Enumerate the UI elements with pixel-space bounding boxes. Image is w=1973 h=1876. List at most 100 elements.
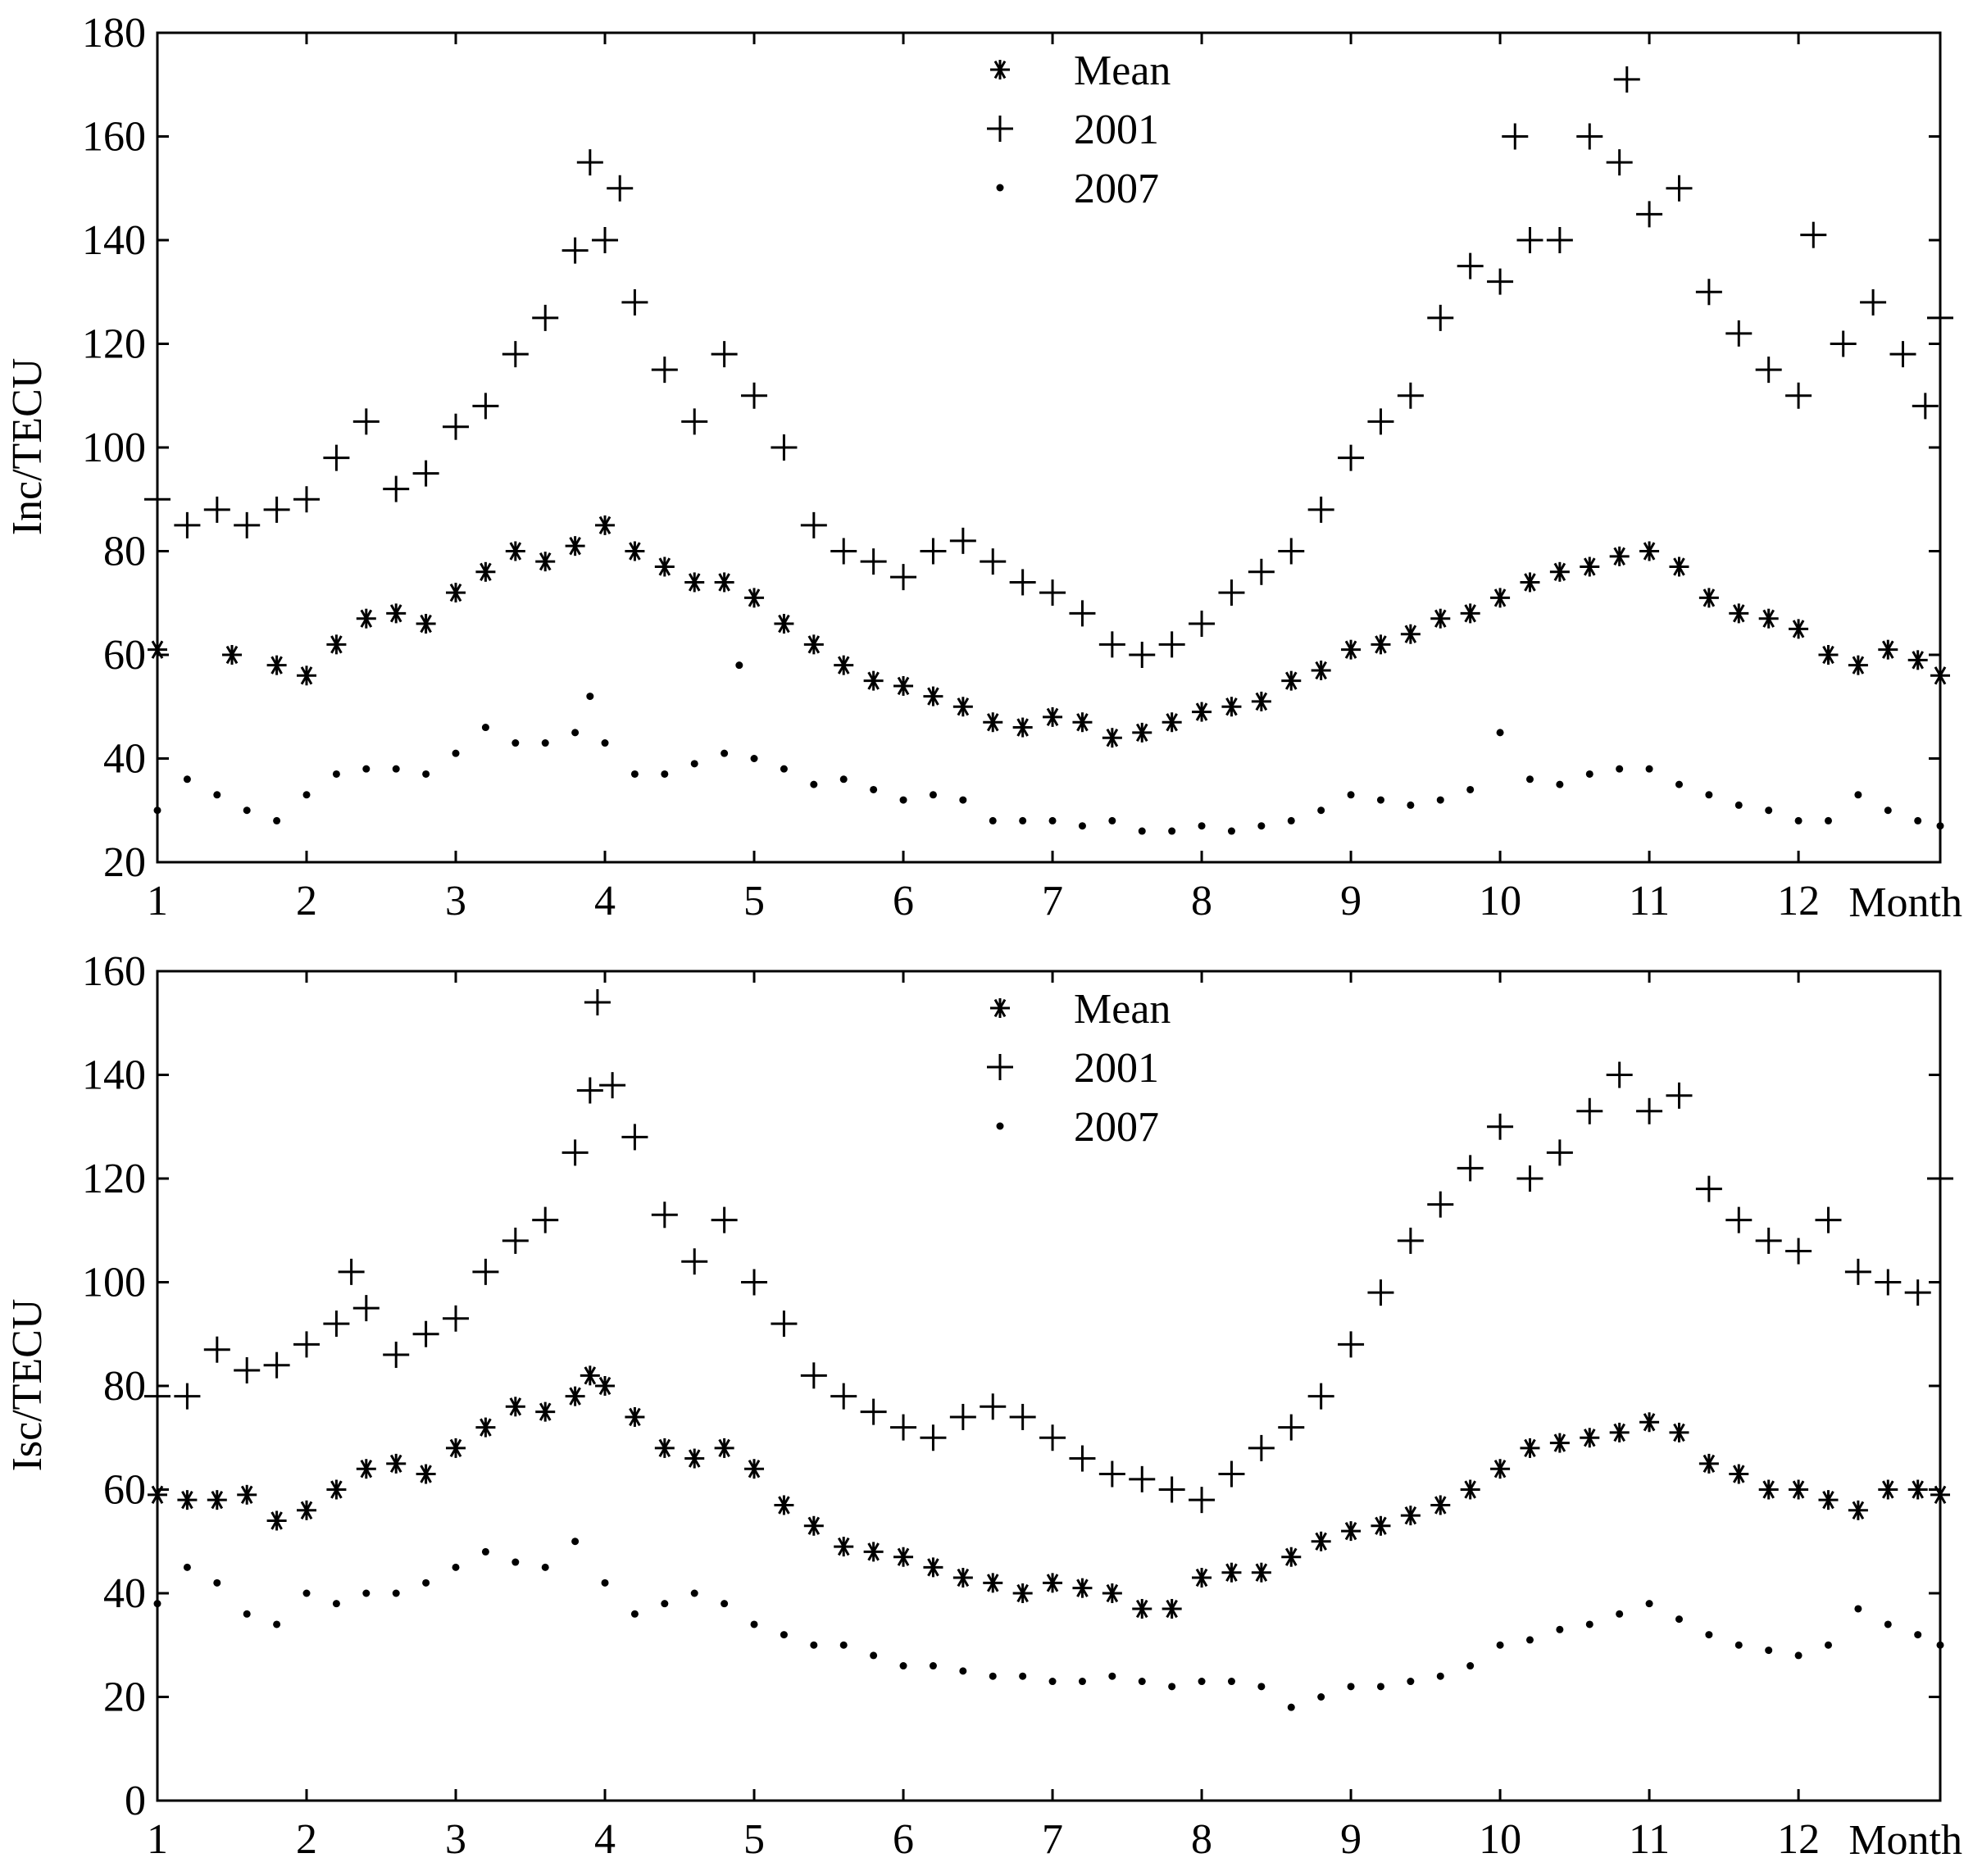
inc-2001-point: [1158, 631, 1185, 658]
inc-2007-point: [1198, 822, 1206, 830]
inc-2007-point: [1227, 827, 1235, 835]
isc-mean-point: [595, 1376, 616, 1396]
isc-2007-point: [1734, 1641, 1743, 1649]
inc-mean-point: [714, 572, 734, 593]
inc-2007-point: [1884, 806, 1892, 815]
isc-mean-point: [1430, 1495, 1451, 1515]
inc-2007-point: [213, 791, 221, 799]
isc-y-tick-label: 0: [125, 1778, 146, 1824]
inc-mean-point: [774, 614, 794, 634]
isc-2001-point: [1927, 1165, 1953, 1192]
inc-2001-point: [980, 548, 1007, 575]
isc-2007-point: [183, 1563, 191, 1571]
isc-2001-point: [263, 1351, 290, 1379]
isc-mean-point: [1930, 1484, 1950, 1505]
isc-mean-point: [923, 1557, 943, 1578]
isc-2007-point: [1078, 1678, 1086, 1686]
isc-y-ticks: 0 20 40 60 80 100 120 140 160: [82, 948, 1940, 1824]
inc-mean-point: [1930, 665, 1950, 686]
isc-mean-point: [1698, 1453, 1719, 1474]
isc-mean-point: [1789, 1479, 1809, 1500]
isc-mean-point: [1639, 1412, 1660, 1433]
inc-2007-point: [661, 770, 669, 778]
inc-2007-point: [153, 806, 161, 815]
inc-2001-point: [352, 408, 380, 435]
inc-mean-point: [326, 634, 347, 655]
inc-mean-point: [356, 608, 376, 629]
inc-mean-point: [952, 697, 973, 717]
inc-y-tick-label: 100: [82, 425, 146, 471]
inc-2007-point: [1936, 822, 1944, 830]
inc-2001-point: [1307, 496, 1334, 523]
isc-2007-point: [481, 1547, 489, 1556]
inc-data-marks: [144, 66, 1953, 835]
inc-2007-point: [735, 661, 743, 670]
isc-2001-point: [144, 1383, 170, 1410]
isc-2001-point: [352, 1295, 380, 1322]
isc-2001-point: [1516, 1165, 1543, 1192]
inc-2007-point: [392, 765, 400, 773]
isc-2001-point: [1636, 1097, 1663, 1124]
isc-mean-point: [386, 1453, 407, 1474]
inc-2007-point: [899, 796, 907, 804]
inc-legend-label: 2001: [1074, 107, 1159, 153]
isc-data-marks: [144, 988, 1953, 1711]
inc-2007-point: [1525, 775, 1534, 784]
inc-2001-point: [1830, 330, 1857, 357]
isc-2001-point: [1129, 1465, 1156, 1492]
isc-y-axis-label: Isc/TECU: [4, 1299, 51, 1472]
isc-x-tick-label: 4: [594, 1816, 616, 1863]
isc-y-tick-label: 120: [82, 1156, 146, 1202]
isc-x-tick-label: 12: [1777, 1816, 1820, 1863]
isc-2007-point: [1525, 1636, 1534, 1644]
isc-mean-point: [893, 1547, 914, 1567]
isc-2001-point: [383, 1342, 410, 1369]
isc-mean-point: [1043, 1573, 1063, 1593]
isc-mean-point: [834, 1537, 854, 1557]
inc-mean-point: [386, 603, 407, 624]
inc-y-ticks: 20 40 60 80 100 120 140 160 180: [82, 10, 1940, 886]
inc-y-tick-label: 140: [82, 217, 146, 264]
isc-mean-point: [1281, 1547, 1302, 1567]
isc-2007-point: [1198, 1678, 1206, 1686]
inc-2007-point: [422, 770, 430, 778]
isc-2007-point: [1824, 1641, 1832, 1649]
isc-x-tick-label: 3: [445, 1816, 466, 1863]
isc-mean-point: [625, 1406, 645, 1427]
isc-2001-point: [443, 1305, 470, 1332]
inc-mean-point: [863, 670, 884, 691]
isc-legend-marker-2007: [996, 1122, 1004, 1130]
isc-2001-point: [1367, 1279, 1394, 1306]
inc-2001-point: [443, 413, 470, 440]
inc-mean-point: [565, 536, 585, 556]
isc-y-tick-label: 160: [82, 948, 146, 995]
isc-2007-point: [1227, 1678, 1235, 1686]
inc-2001-point: [711, 341, 738, 368]
isc-2007-point: [929, 1662, 937, 1670]
isc-mean-point: [177, 1490, 198, 1510]
isc-2001-point: [681, 1248, 708, 1275]
isc-legend-label: 2001: [1074, 1045, 1159, 1092]
inc-mean-point: [222, 645, 243, 665]
isc-x-tick-label: 7: [1042, 1816, 1063, 1863]
isc-2007-point: [690, 1589, 698, 1597]
inc-x-tick-label: 8: [1191, 878, 1212, 924]
inc-mean-point: [1789, 619, 1809, 639]
isc-2001-point: [1546, 1139, 1573, 1166]
inc-2001-point: [592, 227, 619, 253]
inc-2001-point: [1487, 268, 1514, 295]
inc-mean-point: [1371, 634, 1391, 655]
inc-2001-point: [800, 511, 827, 538]
inc-2007-point: [1675, 780, 1683, 788]
inc-2001-point: [1695, 279, 1722, 306]
inc-2007-point: [1108, 816, 1116, 824]
isc-legend-marker-mean: [990, 998, 1010, 1018]
inc-2007-point: [750, 755, 758, 762]
isc-2001-point: [576, 1077, 603, 1104]
isc-2001-point: [472, 1258, 499, 1285]
inc-2007-point: [1317, 806, 1325, 815]
inc-mean-point: [1580, 556, 1600, 577]
inc-mean-point: [1818, 645, 1839, 665]
inc-mean-point: [1221, 697, 1242, 717]
inc-mean-point: [1907, 650, 1928, 670]
